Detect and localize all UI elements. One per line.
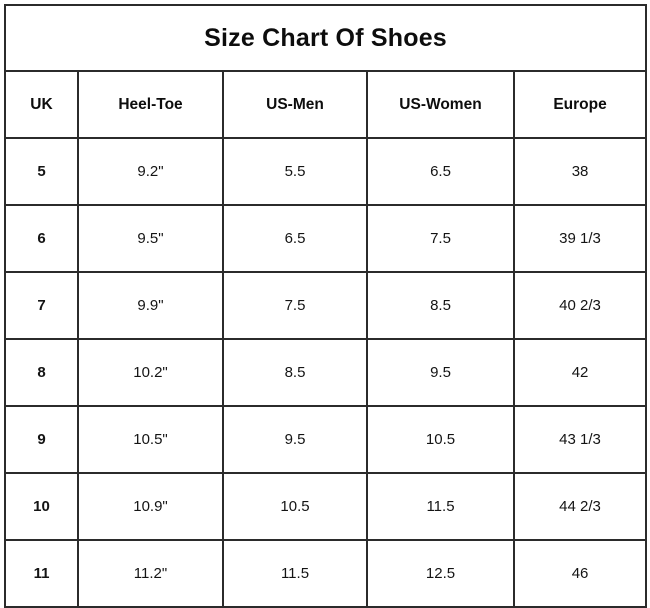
cell-us-men: 11.5 bbox=[222, 539, 368, 608]
cell-europe: 46 bbox=[512, 539, 648, 608]
cell-uk: 7 bbox=[4, 271, 79, 340]
cell-heel-toe: 9.5" bbox=[77, 204, 224, 273]
table-row: 11 11.2" 11.5 12.5 46 bbox=[4, 539, 648, 608]
table-row: 7 9.9" 7.5 8.5 40 2/3 bbox=[4, 271, 648, 340]
table-row: 9 10.5" 9.5 10.5 43 1/3 bbox=[4, 405, 648, 474]
cell-heel-toe: 11.2" bbox=[77, 539, 224, 608]
cell-us-men: 7.5 bbox=[222, 271, 368, 340]
cell-heel-toe: 10.2" bbox=[77, 338, 224, 407]
page-title: Size Chart Of Shoes bbox=[3, 4, 648, 72]
cell-us-women: 7.5 bbox=[366, 204, 515, 273]
cell-heel-toe: 10.9" bbox=[77, 472, 224, 541]
cell-us-women: 8.5 bbox=[366, 271, 515, 340]
table-row: 8 10.2" 8.5 9.5 42 bbox=[4, 338, 648, 407]
table-row: 6 9.5" 6.5 7.5 39 1/3 bbox=[4, 204, 648, 273]
cell-uk: 11 bbox=[4, 539, 79, 608]
cell-us-men: 10.5 bbox=[222, 472, 368, 541]
cell-us-men: 6.5 bbox=[222, 204, 368, 273]
cell-us-men: 9.5 bbox=[222, 405, 368, 474]
cell-heel-toe: 9.9" bbox=[77, 271, 224, 340]
cell-europe: 39 1/3 bbox=[512, 204, 648, 273]
cell-us-women: 9.5 bbox=[366, 338, 515, 407]
cell-europe: 40 2/3 bbox=[512, 271, 648, 340]
cell-us-women: 6.5 bbox=[366, 137, 515, 206]
cell-us-men: 5.5 bbox=[222, 137, 368, 206]
size-chart-table: Size Chart Of Shoes UK Heel-Toe US-Men U… bbox=[3, 4, 648, 608]
cell-europe: 44 2/3 bbox=[512, 472, 648, 541]
table-row: 10 10.9" 10.5 11.5 44 2/3 bbox=[4, 472, 648, 541]
column-header-us-women: US-Women bbox=[366, 70, 515, 139]
table-row: 5 9.2" 5.5 6.5 38 bbox=[4, 137, 648, 206]
title-row: Size Chart Of Shoes bbox=[3, 4, 648, 72]
cell-us-women: 11.5 bbox=[366, 472, 515, 541]
cell-uk: 6 bbox=[4, 204, 79, 273]
column-header-europe: Europe bbox=[512, 70, 648, 139]
cell-heel-toe: 10.5" bbox=[77, 405, 224, 474]
column-header-heel-toe: Heel-Toe bbox=[77, 70, 224, 139]
cell-us-women: 10.5 bbox=[366, 405, 515, 474]
cell-uk: 9 bbox=[4, 405, 79, 474]
column-header-us-men: US-Men bbox=[222, 70, 368, 139]
table-header-row: UK Heel-Toe US-Men US-Women Europe bbox=[4, 70, 648, 139]
cell-uk: 10 bbox=[4, 472, 79, 541]
cell-heel-toe: 9.2" bbox=[77, 137, 224, 206]
cell-us-men: 8.5 bbox=[222, 338, 368, 407]
column-header-uk: UK bbox=[4, 70, 79, 139]
cell-europe: 43 1/3 bbox=[512, 405, 648, 474]
cell-europe: 42 bbox=[512, 338, 648, 407]
cell-uk: 5 bbox=[4, 137, 79, 206]
size-chart-container: Size Chart Of Shoes UK Heel-Toe US-Men U… bbox=[3, 4, 648, 608]
cell-europe: 38 bbox=[512, 137, 648, 206]
cell-uk: 8 bbox=[4, 338, 79, 407]
cell-us-women: 12.5 bbox=[366, 539, 515, 608]
